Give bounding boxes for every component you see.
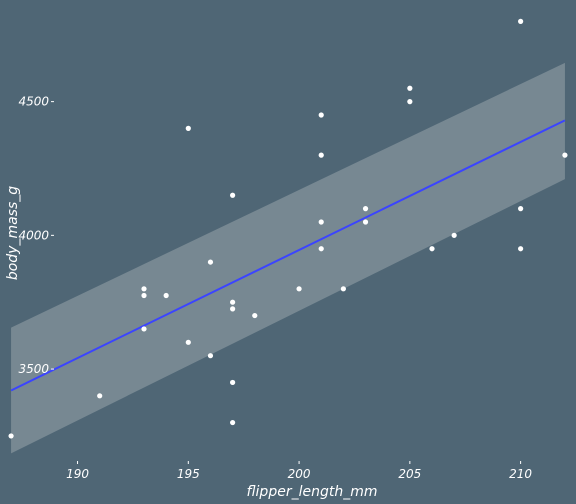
data-point — [230, 300, 235, 305]
data-point — [208, 353, 213, 358]
data-point — [429, 246, 434, 251]
y-axis-title: body_mass_g — [5, 186, 21, 280]
x-tick-label: 210 — [509, 467, 532, 481]
data-point — [141, 293, 146, 298]
data-point — [186, 340, 191, 345]
y-tick-label: 4000 — [18, 228, 49, 242]
data-point — [296, 286, 301, 291]
data-point — [407, 99, 412, 104]
data-point — [518, 246, 523, 251]
data-point — [407, 86, 412, 91]
y-tick-label: 3500 — [18, 362, 49, 376]
data-point — [8, 433, 13, 438]
data-point — [230, 193, 235, 198]
data-point — [452, 233, 457, 238]
y-tick-label: 4500 — [18, 95, 49, 109]
data-point — [363, 219, 368, 224]
data-point — [164, 293, 169, 298]
data-point — [230, 380, 235, 385]
x-tick-label: 205 — [398, 467, 421, 481]
data-point — [141, 326, 146, 331]
data-point — [186, 126, 191, 131]
data-point — [518, 206, 523, 211]
data-point — [319, 246, 324, 251]
x-axis-title: flipper_length_mm — [247, 484, 378, 500]
x-tick-label: 195 — [177, 467, 200, 481]
data-point — [562, 153, 567, 158]
x-tick-label: 200 — [288, 467, 311, 481]
data-point — [97, 393, 102, 398]
data-point — [319, 112, 324, 117]
data-point — [208, 259, 213, 264]
data-point — [230, 306, 235, 311]
data-point — [341, 286, 346, 291]
x-tick-label: 190 — [66, 467, 89, 481]
data-point — [319, 219, 324, 224]
data-point — [141, 286, 146, 291]
data-point — [363, 206, 368, 211]
data-point — [518, 19, 523, 24]
data-point — [230, 420, 235, 425]
data-point — [252, 313, 257, 318]
data-point — [319, 153, 324, 158]
